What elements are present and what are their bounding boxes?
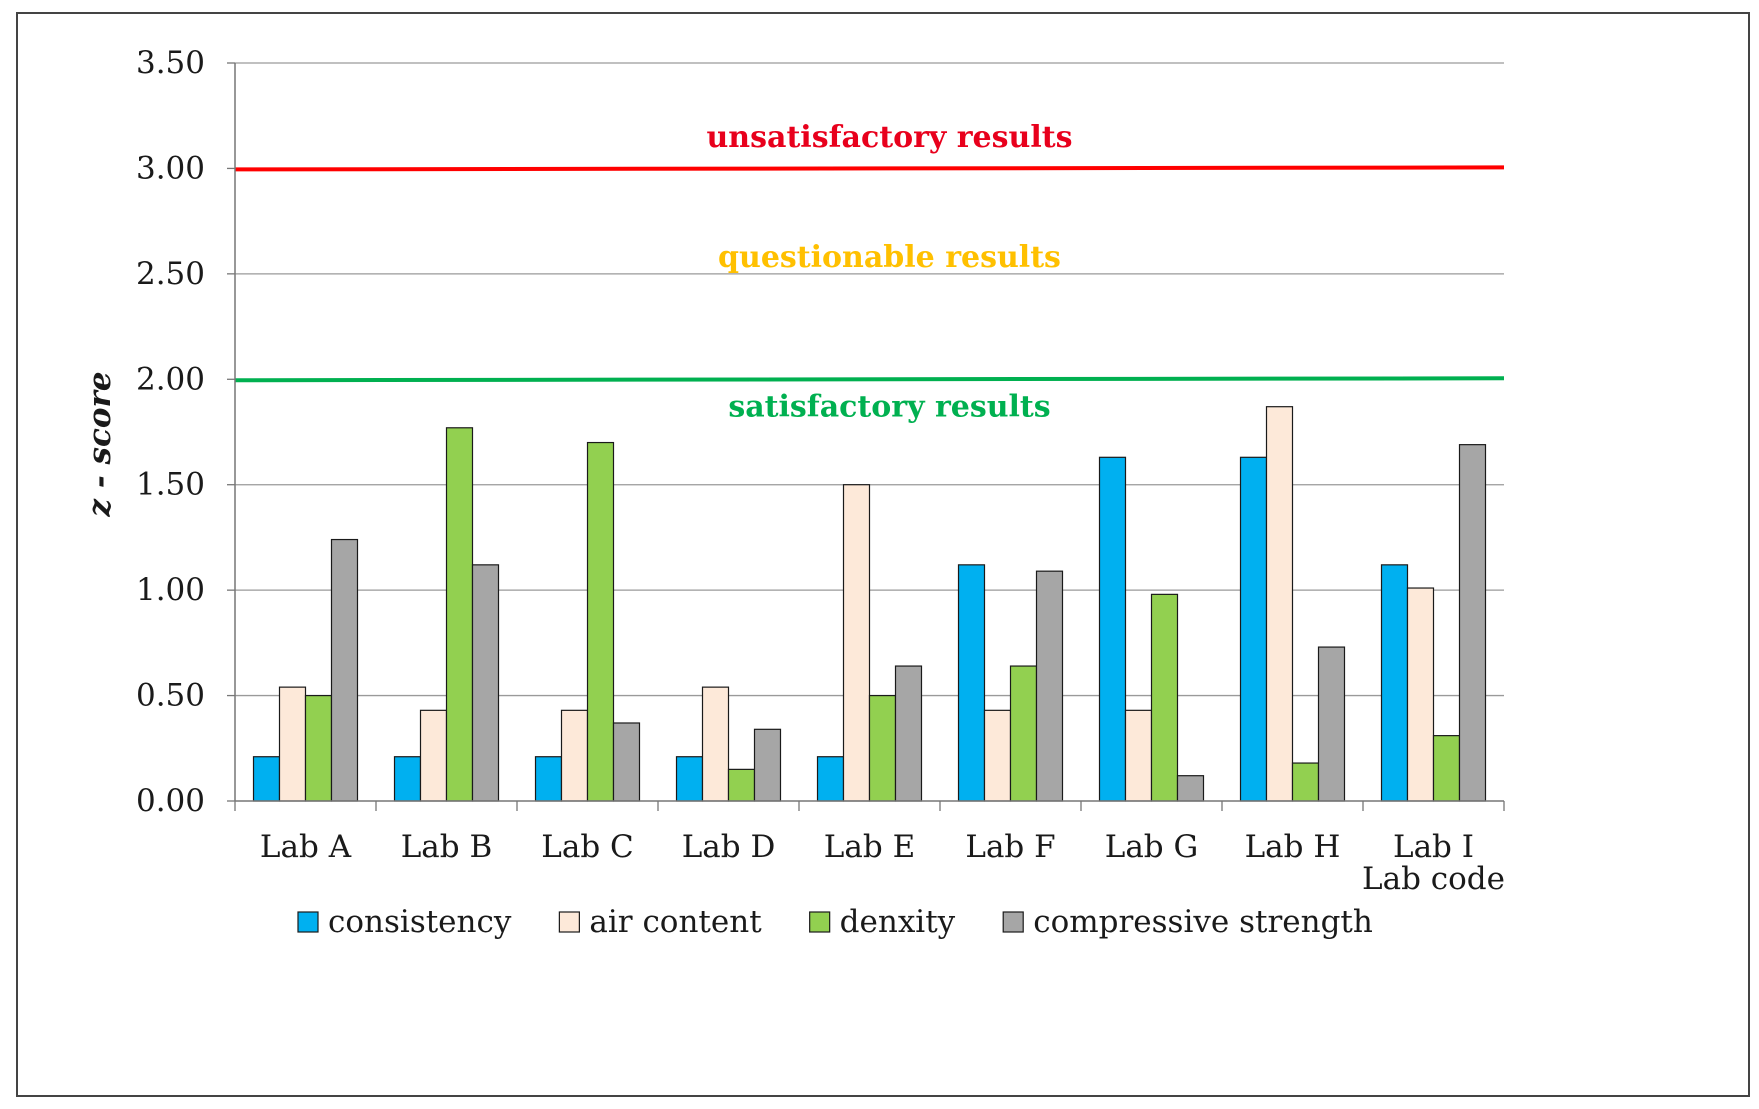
bar-consistency <box>534 756 563 802</box>
x-axis-label: Lab code <box>1362 861 1505 897</box>
bar-compressive-strength <box>894 665 923 802</box>
legend-swatch <box>1002 911 1024 933</box>
bar-denxity <box>1432 735 1461 802</box>
bar-air-content <box>419 709 448 802</box>
x-tick-label: Lab E <box>824 829 915 865</box>
annotations: unsatisfactory results questionable resul… <box>707 120 1073 425</box>
bar-consistency <box>675 756 704 802</box>
bar-compressive-strength <box>753 728 782 802</box>
bar-air-content <box>842 484 871 802</box>
unsatisfactory-line <box>234 165 1505 172</box>
legend-label: air content <box>589 904 762 940</box>
x-tick-label: Lab F <box>965 829 1055 865</box>
satisfactory-label: satisfactory results <box>728 390 1050 425</box>
legend: consistency air content denxity compressive… <box>297 904 1373 940</box>
bar-denxity <box>868 694 897 802</box>
y-tick-label: 2.00 <box>136 361 205 397</box>
bar-consistency <box>1380 564 1409 802</box>
bar-consistency <box>957 564 986 802</box>
bar-compressive-strength <box>1317 646 1346 802</box>
x-tick-label: Lab H <box>1245 829 1341 865</box>
bar-compressive-strength <box>330 538 359 802</box>
y-axis-label: z - score <box>82 371 118 517</box>
y-tick-label: 3.00 <box>136 150 205 186</box>
legend-label: compressive strength <box>1033 904 1373 940</box>
questionable-label: questionable results <box>718 240 1061 275</box>
legend-swatch <box>558 911 580 933</box>
x-tick-label: Lab G <box>1105 829 1199 865</box>
unsatisfactory-label: unsatisfactory results <box>707 120 1073 155</box>
bar-air-content <box>1265 406 1294 802</box>
y-tick-label: 1.50 <box>136 467 205 503</box>
bar-compressive-strength <box>1458 444 1487 802</box>
bar-air-content <box>1406 587 1435 802</box>
x-tick-label: Lab C <box>541 829 634 865</box>
y-tick-label: 3.50 <box>136 45 205 81</box>
bar-denxity <box>1291 762 1320 802</box>
x-tick-label: Lab D <box>682 829 776 865</box>
bar-denxity <box>727 768 756 802</box>
bar-air-content <box>983 709 1012 802</box>
bar-denxity <box>1150 593 1179 802</box>
y-tick-label: 0.00 <box>136 783 205 819</box>
satisfactory-line <box>234 376 1505 383</box>
bar-denxity <box>1009 665 1038 802</box>
legend-label: denxity <box>840 904 956 940</box>
bar-consistency <box>1098 456 1127 802</box>
axes: 0.00 0.50 1.00 1.50 2.00 2.50 3.00 3.50 Lab A Lab… <box>136 45 1505 865</box>
bar-consistency <box>393 756 422 802</box>
y-tick-label: 2.50 <box>136 256 205 292</box>
x-tick-label: Lab A <box>260 829 352 865</box>
bars <box>252 406 1487 802</box>
bar-consistency <box>816 756 845 802</box>
bar-air-content <box>701 686 730 802</box>
chart-frame: 0.00 0.50 1.00 1.50 2.00 2.50 3.00 3.50 Lab A Lab… <box>16 12 1750 1097</box>
bar-consistency <box>252 756 281 802</box>
legend-swatch <box>809 911 831 933</box>
bar-denxity <box>304 694 333 802</box>
y-tick-label: 1.00 <box>136 572 205 608</box>
bar-compressive-strength <box>1035 570 1064 802</box>
bar-consistency <box>1239 456 1268 802</box>
legend-swatch <box>297 911 319 933</box>
bar-air-content <box>1124 709 1153 802</box>
bar-air-content <box>560 709 589 802</box>
bar-denxity <box>586 441 615 802</box>
bar-compressive-strength <box>612 722 641 802</box>
bar-compressive-strength <box>1176 775 1205 802</box>
x-tick-label: Lab B <box>401 829 493 865</box>
bar-compressive-strength <box>471 564 500 802</box>
bar-chart: 0.00 0.50 1.00 1.50 2.00 2.50 3.00 3.50 Lab A Lab… <box>82 45 1505 940</box>
y-tick-label: 0.50 <box>136 678 205 714</box>
x-tick-label: Lab I <box>1393 829 1474 865</box>
bar-air-content <box>278 686 307 802</box>
bar-denxity <box>445 427 474 802</box>
threshold-lines <box>234 165 1505 383</box>
legend-label: consistency <box>328 904 512 940</box>
